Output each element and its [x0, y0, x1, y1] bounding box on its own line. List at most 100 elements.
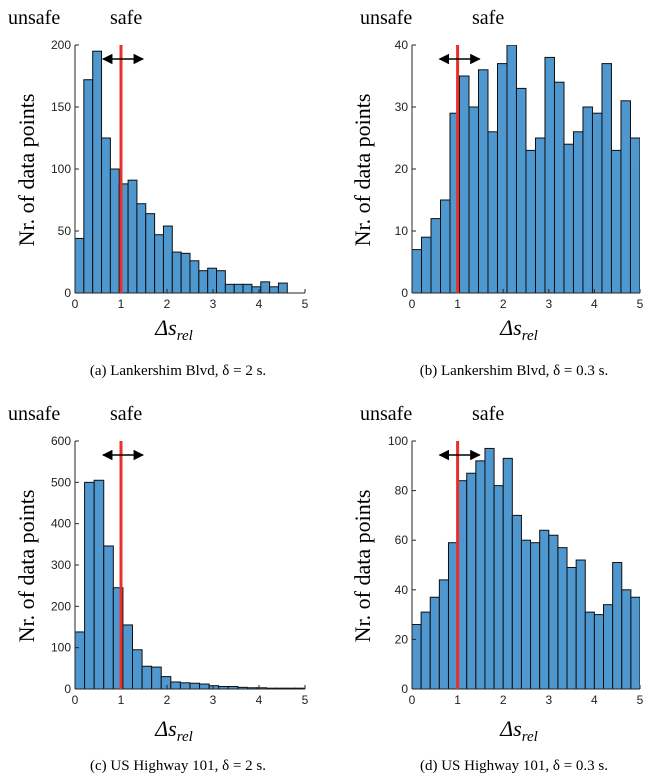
safe-label: safe [110, 403, 142, 425]
histogram-bar [260, 281, 271, 293]
bars [75, 50, 288, 293]
x-tick-label: 1 [118, 693, 125, 707]
histogram-bar [207, 267, 218, 293]
histogram-bar [170, 681, 181, 689]
histogram-bar [277, 282, 288, 293]
y-tick-label: 50 [58, 224, 72, 238]
y-tick-label: 500 [51, 475, 71, 489]
histogram-bar [584, 611, 595, 689]
histogram-bar [92, 50, 103, 293]
x-tick-label: 3 [210, 297, 217, 311]
x-tick-label: 5 [637, 297, 644, 311]
panel-b: unsafe safe Nr. of data points Δsrel (b)… [350, 7, 658, 379]
histogram-bar [189, 260, 200, 293]
histogram-bar [171, 251, 182, 293]
histogram-bar [493, 485, 504, 689]
y-tick-label: 40 [395, 583, 409, 597]
y-tick-label: 400 [51, 517, 71, 531]
histogram-bar [610, 149, 622, 293]
histogram-bar [466, 472, 477, 689]
histogram-bar [151, 666, 162, 689]
histogram-bar [484, 447, 495, 689]
unsafe-label: unsafe [8, 7, 60, 29]
histogram-bar [127, 179, 138, 293]
histogram-bar [189, 682, 201, 689]
y-axis-label: Nr. of data points [350, 490, 375, 643]
panel-c: unsafe safe Nr. of data points Δsrel (c)… [8, 403, 309, 774]
x-tick-label: 1 [454, 297, 461, 311]
x-tick-label: 0 [72, 693, 79, 707]
histogram-bar [475, 460, 486, 689]
safe-label: safe [472, 7, 504, 29]
y-tick-label: 100 [51, 641, 71, 655]
histogram-bar [269, 286, 279, 293]
y-tick-label: 30 [395, 100, 409, 114]
caption: (b) Lankershim Blvd, δ = 0.3 s. [420, 363, 608, 379]
histogram-bar [548, 534, 559, 689]
x-tick-label: 2 [164, 693, 171, 707]
histogram-bar [122, 624, 133, 689]
histogram-bar [601, 63, 612, 293]
histogram-bar [420, 611, 431, 689]
histogram-bar [412, 249, 422, 293]
x-tick-label: 2 [500, 693, 507, 707]
histogram-bar [154, 234, 164, 293]
y-tick-label: 600 [51, 434, 71, 448]
histogram-bar [242, 283, 253, 293]
histogram-bar [566, 566, 577, 689]
x-tick-label: 4 [256, 297, 263, 311]
x-tick-label: 4 [591, 693, 598, 707]
bars [412, 447, 640, 689]
x-tick-label: 3 [210, 693, 217, 707]
histogram-bar [630, 596, 640, 689]
unsafe-label: unsafe [360, 403, 412, 425]
histogram-bar [639, 162, 640, 293]
x-axis-label: Δsrel [154, 315, 193, 344]
histogram-bar [198, 270, 209, 293]
y-tick-label: 100 [51, 162, 71, 176]
histogram-bar [525, 149, 536, 293]
y-tick-label: 0 [64, 682, 71, 696]
y-tick-label: 100 [388, 434, 408, 448]
y-tick-label: 200 [51, 38, 71, 52]
histogram-bar [420, 236, 432, 293]
histogram-bar [160, 676, 172, 689]
histogram-bar [103, 545, 114, 689]
x-tick-label: 2 [500, 297, 507, 311]
histogram-bar [439, 199, 451, 293]
y-tick-label: 200 [51, 599, 71, 613]
histogram-bar [93, 479, 105, 689]
histogram-bar [603, 604, 614, 689]
caption: (a) Lankershim Blvd, δ = 2 s. [90, 363, 266, 379]
caption: (d) US Highway 101, δ = 0.3 s. [420, 758, 608, 774]
histogram-bar [458, 75, 470, 293]
histogram-bar [141, 665, 153, 689]
x-tick-label: 1 [454, 693, 461, 707]
histogram-bar [216, 270, 226, 293]
unsafe-label: unsafe [8, 403, 60, 425]
x-tick-label: 3 [545, 297, 552, 311]
x-tick-label: 5 [637, 693, 644, 707]
histogram-bar [179, 682, 191, 689]
caption: (c) US Highway 101, δ = 2 s. [90, 758, 266, 774]
histogram-bar [162, 225, 173, 293]
x-tick-label: 0 [72, 297, 79, 311]
histogram-bar [506, 45, 517, 293]
histogram-bar [75, 631, 86, 689]
histogram-bar [649, 126, 658, 293]
y-tick-label: 10 [395, 224, 409, 238]
histogram-bar [544, 56, 555, 293]
histogram-bar [75, 237, 85, 293]
histogram-bar [511, 514, 522, 689]
x-tick-label: 1 [118, 297, 125, 311]
histogram-bar [477, 69, 489, 293]
x-tick-label: 4 [256, 693, 263, 707]
y-tick-label: 20 [395, 162, 409, 176]
y-tick-label: 150 [51, 100, 71, 114]
histogram-bar [496, 63, 508, 293]
panel-d: unsafe safe Nr. of data points Δsrel (d)… [350, 403, 644, 774]
safe-label: safe [110, 7, 142, 29]
histogram-bar [629, 137, 640, 293]
safe-label: safe [472, 403, 504, 425]
